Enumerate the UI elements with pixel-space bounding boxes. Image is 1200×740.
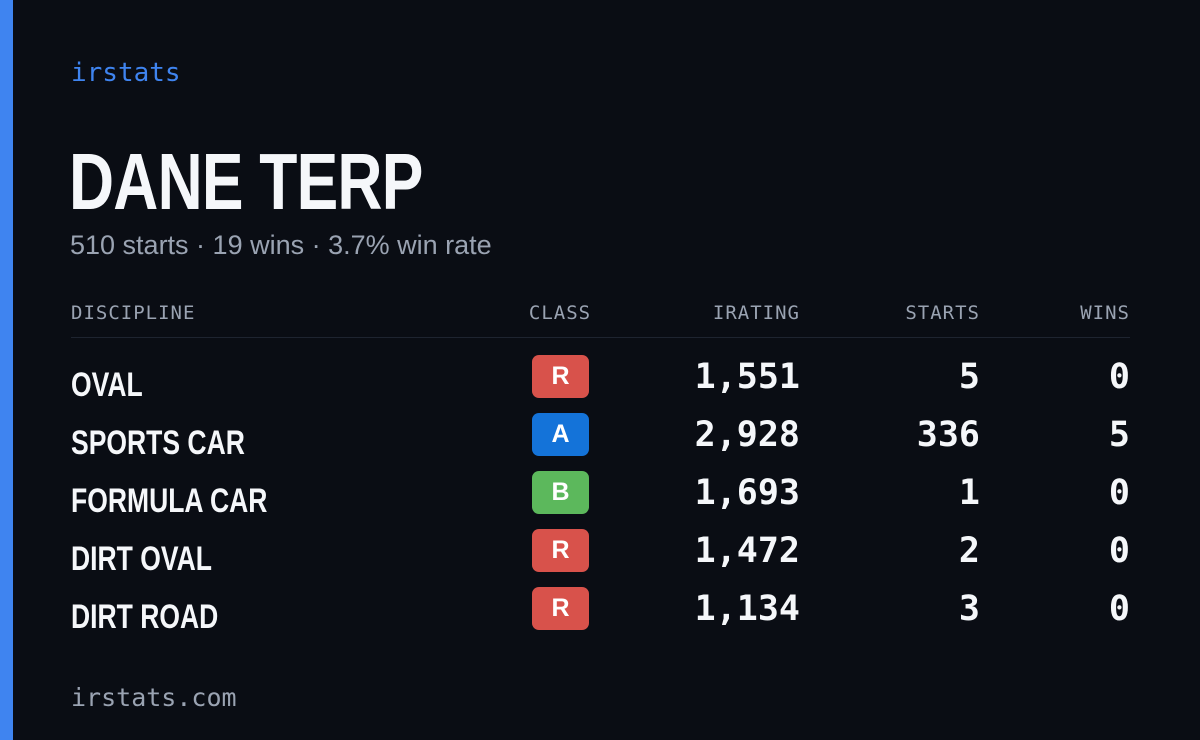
class-badge: A (532, 413, 589, 456)
class-badge: B (532, 471, 589, 514)
starts-value: 2 (958, 531, 980, 571)
footer-url[interactable]: irstats.com (71, 683, 237, 712)
starts-value: 1 (958, 473, 980, 513)
table-header: DISCIPLINE CLASS IRATING STARTS WINS (71, 292, 1130, 338)
irating-value: 1,472 (694, 531, 800, 571)
header-wins: WINS (1080, 302, 1130, 324)
starts-value: 3 (958, 589, 980, 629)
discipline-name: DIRT ROAD (71, 598, 219, 636)
table-body: OVAL R 1,551 5 0 SPORTS CAR A 2,928 336 … (71, 338, 1130, 642)
wins-value: 5 (1108, 415, 1130, 455)
header-irating: IRATING (712, 302, 800, 324)
wins-value: 0 (1108, 531, 1130, 571)
starts-value: 336 (916, 415, 980, 455)
header-discipline: DISCIPLINE (71, 302, 196, 324)
brand-logo[interactable]: irstats (71, 58, 181, 88)
table-row: DIRT OVAL R 1,472 2 0 (71, 526, 1130, 584)
wins-value: 0 (1108, 473, 1130, 513)
starts-value: 5 (958, 357, 980, 397)
table-row: OVAL R 1,551 5 0 (71, 352, 1130, 410)
header-starts: STARTS (905, 302, 980, 324)
driver-summary: 510 starts · 19 wins · 3.7% win rate (70, 230, 492, 260)
discipline-name: FORMULA CAR (71, 482, 268, 520)
irating-value: 1,134 (694, 589, 800, 629)
table-row: DIRT ROAD R 1,134 3 0 (71, 584, 1130, 642)
table-row: SPORTS CAR A 2,928 336 5 (71, 410, 1130, 468)
wins-value: 0 (1108, 357, 1130, 397)
irating-value: 1,551 (694, 357, 800, 397)
discipline-name: SPORTS CAR (71, 424, 245, 462)
discipline-name: DIRT OVAL (71, 540, 212, 578)
class-badge: R (532, 587, 589, 630)
class-badge: R (532, 529, 589, 572)
table-row: FORMULA CAR B 1,693 1 0 (71, 468, 1130, 526)
header-class-label: CLASS (528, 302, 592, 324)
irating-value: 2,928 (694, 415, 800, 455)
class-badge: R (532, 355, 589, 398)
irating-value: 1,693 (694, 473, 800, 513)
discipline-name: OVAL (71, 366, 143, 404)
driver-name: DANE TERP (69, 137, 423, 226)
stats-table: DISCIPLINE CLASS IRATING STARTS WINS OVA… (71, 292, 1130, 642)
wins-value: 0 (1108, 589, 1130, 629)
accent-bar (0, 0, 13, 740)
